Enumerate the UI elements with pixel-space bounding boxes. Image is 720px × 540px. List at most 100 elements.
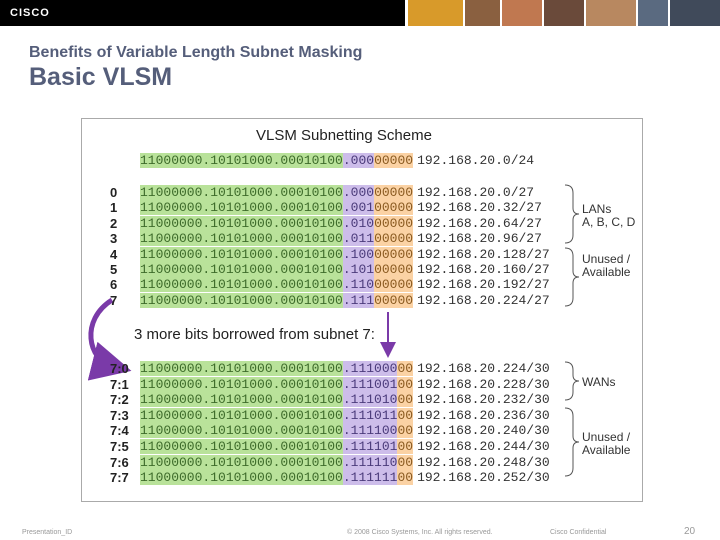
page-number: 20 — [684, 526, 696, 537]
row-label: 7:4 — [110, 423, 129, 439]
row-label: 3 — [110, 231, 118, 247]
subnet-bits: .100 — [342, 246, 375, 262]
subnet-bits: .111 — [342, 292, 375, 308]
subnet-bits: .000 — [342, 153, 375, 168]
host-bits: 00000 — [374, 153, 414, 168]
host-bits: 00 — [397, 423, 414, 439]
row-label: 7:3 — [110, 407, 129, 423]
row-label: 7:0 — [110, 361, 129, 376]
subnet-bits: .111000 — [342, 361, 398, 376]
row-label: 2 — [110, 215, 118, 231]
photo-strip — [408, 0, 720, 26]
binary-row: 7:2 11000000.10101000.00010100.111010 00 19… — [110, 392, 550, 408]
binary-row: 7:4 11000000.10101000.00010100.111100 00 19… — [110, 423, 550, 439]
subtitle: Benefits of Variable Length Subnet Maski… — [29, 44, 363, 61]
brace-label: WANs — [582, 375, 616, 389]
address: 192.168.20.192/27 — [417, 277, 550, 293]
network-bits: 11000000.10101000.00010100 — [140, 215, 343, 231]
binary-row: 6 11000000.10101000.00010100.110 00000 192.… — [110, 277, 550, 293]
footer-presentation: Presentation_ID — [22, 529, 73, 536]
address: 192.168.20.224/30 — [417, 361, 550, 376]
brace — [564, 247, 580, 307]
subnet-bits: .111010 — [342, 392, 398, 408]
network-bits: 11000000.10101000.00010100 — [140, 361, 343, 376]
address: 192.168.20.160/27 — [417, 262, 550, 277]
subnet-bits: .111001 — [342, 376, 398, 392]
row-label: 7:7 — [110, 470, 129, 486]
network-bits: 11000000.10101000.00010100 — [140, 439, 343, 454]
binary-row: 7:0 11000000.10101000.00010100.111000 00 19… — [110, 361, 550, 376]
row-label: 5 — [110, 262, 118, 277]
host-bits: 00 — [397, 454, 414, 470]
network-bits: 11000000.10101000.00010100 — [140, 470, 343, 486]
brace-label: LANs A, B, C, D — [582, 202, 636, 229]
figure-title: VLSM Subnetting Scheme — [256, 127, 432, 144]
binary-row: 7:5 11000000.10101000.00010100.111101 00 19… — [110, 439, 550, 454]
network-bits: 11000000.10101000.00010100 — [140, 231, 343, 247]
address: 192.168.20.224/27 — [417, 292, 550, 308]
binary-row: 7 11000000.10101000.00010100.111 00000 192.… — [110, 292, 550, 308]
subnet-bits: .101 — [342, 262, 375, 277]
brace — [564, 407, 580, 477]
network-bits: 11000000.10101000.00010100 — [140, 246, 343, 262]
host-bits: 00 — [397, 407, 414, 423]
address: 192.168.20.236/30 — [417, 407, 550, 423]
network-bits: 11000000.10101000.00010100 — [140, 392, 343, 408]
brace-label: Unused / Available — [582, 430, 631, 457]
address: 192.168.20.128/27 — [417, 246, 550, 262]
host-bits: 00000 — [374, 292, 414, 308]
network-bits: 11000000.10101000.00010100 — [140, 292, 343, 308]
address: 192.168.20.0/24 — [417, 153, 535, 168]
host-bits: 00000 — [374, 231, 414, 247]
subnet-bits: .111011 — [342, 407, 398, 423]
subnet-bits: .001 — [342, 200, 375, 216]
host-bits: 00 — [397, 361, 414, 376]
title: Basic VLSM — [29, 63, 173, 91]
brace-label: Unused / Available — [582, 252, 631, 279]
subnet-bits: .010 — [342, 215, 375, 231]
binary-row: 4 11000000.10101000.00010100.100 00000 192.… — [110, 246, 550, 262]
row-label: 0 — [110, 185, 118, 200]
host-bits: 00000 — [374, 277, 414, 293]
host-bits: 00 — [397, 439, 414, 454]
address: 192.168.20.228/30 — [417, 376, 550, 392]
host-bits: 00000 — [374, 215, 414, 231]
subnet-bits: .000 — [342, 185, 375, 200]
row-label: 4 — [110, 246, 118, 262]
address: 192.168.20.32/27 — [417, 200, 542, 216]
binary-row: 5 11000000.10101000.00010100.101 00000 192.… — [110, 262, 550, 277]
host-bits: 00000 — [374, 246, 414, 262]
address: 192.168.20.232/30 — [417, 392, 550, 408]
address: 192.168.20.0/27 — [417, 185, 535, 200]
binary-row: 7:7 11000000.10101000.00010100.111111 00 19… — [110, 470, 550, 486]
network-bits: 11000000.10101000.00010100 — [140, 407, 343, 423]
network-bits: 11000000.10101000.00010100 — [140, 200, 343, 216]
subnet-bits: .011 — [342, 231, 375, 247]
host-bits: 00000 — [374, 262, 414, 277]
row-label: 7 — [110, 292, 118, 308]
network-bits: 11000000.10101000.00010100 — [140, 185, 343, 200]
subnet-bits: .111111 — [342, 470, 398, 486]
row-label: 7:6 — [110, 454, 129, 470]
address: 192.168.20.244/30 — [417, 439, 550, 454]
network-bits: 11000000.10101000.00010100 — [140, 262, 343, 277]
binary-row: 2 11000000.10101000.00010100.010 00000 192.… — [110, 215, 542, 231]
brace — [564, 361, 580, 401]
figure-frame — [81, 118, 643, 502]
binary-row: 7:1 11000000.10101000.00010100.111001 00 19… — [110, 376, 550, 392]
subnet-bits: .111100 — [342, 423, 398, 439]
footer-confidential: Cisco Confidential — [550, 529, 607, 536]
address: 192.168.20.252/30 — [417, 470, 550, 486]
address: 192.168.20.240/30 — [417, 423, 550, 439]
address: 192.168.20.248/30 — [417, 454, 550, 470]
row-label: 7:5 — [110, 439, 129, 454]
brace — [564, 184, 580, 244]
host-bits: 00 — [397, 392, 414, 408]
binary-row: 0 11000000.10101000.00010100.000 00000 192.… — [110, 185, 534, 200]
host-bits: 00 — [397, 376, 414, 392]
row-label: 7:2 — [110, 392, 129, 408]
address: 192.168.20.64/27 — [417, 215, 542, 231]
host-bits: 00000 — [374, 185, 414, 200]
